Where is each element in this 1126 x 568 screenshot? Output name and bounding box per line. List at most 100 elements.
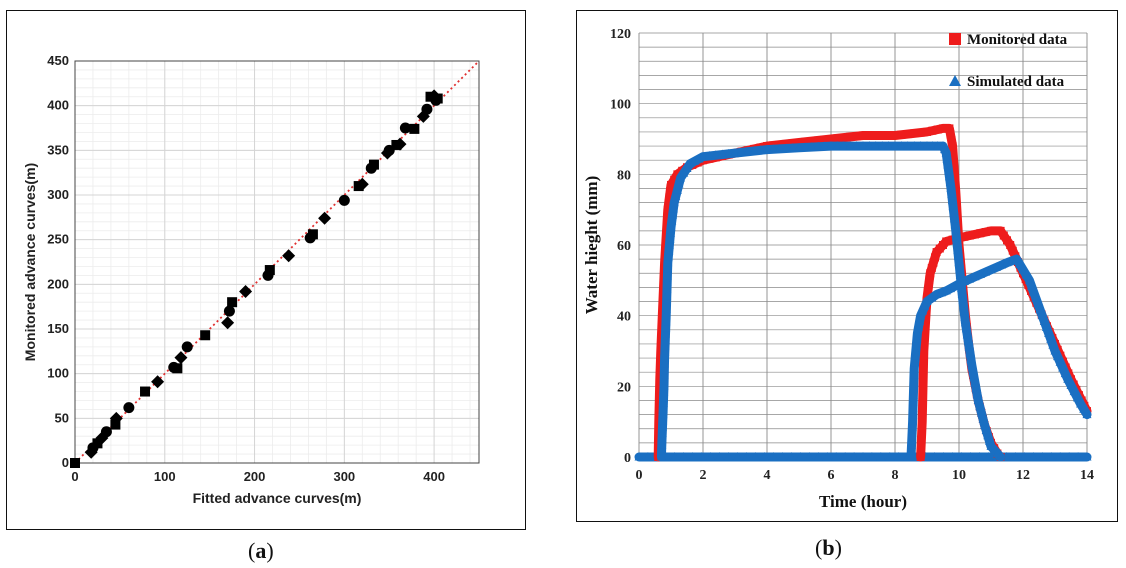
- simulated-marker: [658, 403, 668, 413]
- simulated-marker: [756, 145, 766, 154]
- simulated-marker: [980, 420, 990, 429]
- simulated-marker: [666, 222, 676, 231]
- monitored-marker: [820, 135, 829, 144]
- simulated-marker: [658, 398, 668, 407]
- simulated-marker: [679, 168, 689, 177]
- baseline-zero-marker: [688, 452, 698, 461]
- monitored-marker: [965, 231, 974, 240]
- y-tick-label: 60: [617, 239, 631, 254]
- baseline-zero-marker: [966, 452, 976, 461]
- simulated-marker: [768, 144, 778, 153]
- data-point: [181, 341, 193, 353]
- simulated-marker: [877, 141, 887, 150]
- simulated-marker: [942, 154, 952, 163]
- data-point: [227, 297, 238, 308]
- monitored-marker: [991, 226, 1000, 235]
- simulated-marker: [664, 240, 674, 249]
- simulated-marker: [909, 363, 919, 373]
- simulated-marker: [661, 316, 671, 326]
- simulated-marker: [657, 440, 667, 449]
- baseline-zero-marker: [974, 452, 984, 461]
- baseline-zero-marker: [742, 452, 752, 461]
- simulated-marker: [959, 306, 969, 315]
- monitored-marker: [927, 263, 936, 272]
- simulated-marker: [965, 348, 975, 357]
- simulated-marker: [972, 389, 982, 399]
- simulated-marker: [954, 278, 964, 288]
- baseline-zero-marker: [876, 452, 886, 461]
- simulated-marker: [657, 446, 667, 455]
- simulated-marker: [660, 347, 670, 356]
- y-tick-label: 250: [47, 232, 69, 247]
- simulated-marker: [1021, 270, 1031, 279]
- simulated-marker: [909, 376, 919, 386]
- simulated-marker: [978, 414, 988, 423]
- simulated-marker: [743, 146, 753, 156]
- data-point: [355, 177, 369, 191]
- simulated-marker: [661, 328, 671, 338]
- data-point: [239, 284, 253, 298]
- simulated-marker: [775, 143, 785, 153]
- monitored-marker: [663, 212, 672, 221]
- monitored-marker: [933, 125, 942, 134]
- caption-a-letter: a: [255, 538, 267, 563]
- monitored-marker: [871, 131, 880, 140]
- baseline-zero-marker: [885, 452, 895, 461]
- simulated-marker: [962, 329, 972, 339]
- x-tick-label: 2: [700, 468, 707, 483]
- simulated-marker: [694, 154, 704, 163]
- monitored-marker: [920, 340, 929, 349]
- x-tick-label: 6: [828, 468, 835, 483]
- simulated-marker: [949, 213, 959, 223]
- baseline-zero-marker: [1082, 452, 1092, 461]
- simulated-marker: [845, 141, 855, 150]
- data-point: [393, 137, 407, 151]
- monitored-marker: [919, 366, 928, 375]
- chart-b-svg: 0 2 4 6 8 10 12 14 0 20 40 60 80 100 120 Monitored data…: [582, 27, 1094, 511]
- simulated-marker: [662, 297, 672, 306]
- simulated-marker: [949, 207, 959, 217]
- monitored-marker: [931, 253, 939, 262]
- simulated-marker: [953, 244, 963, 254]
- y-tick-label: 300: [47, 187, 69, 202]
- baseline-zero-marker: [1037, 452, 1047, 461]
- monitored-marker: [942, 237, 951, 246]
- simulated-marker: [660, 353, 670, 362]
- monitored-marker: [949, 148, 958, 157]
- monitored-marker: [918, 417, 927, 426]
- monitored-marker: [996, 226, 1005, 235]
- y-axis-label: Monitored advance curves(m): [22, 163, 38, 361]
- simulated-marker: [920, 301, 930, 310]
- simulated-marker: [656, 452, 666, 461]
- x-tick-label: 0: [71, 469, 78, 484]
- x-tick-label: 300: [333, 469, 355, 484]
- baseline-zero-marker: [813, 452, 823, 461]
- monitored-marker: [923, 287, 932, 296]
- baseline-zero-marker: [894, 452, 904, 461]
- simulated-marker: [909, 141, 919, 150]
- monitored-marker: [833, 134, 842, 143]
- monitored-marker: [827, 135, 835, 143]
- monitored-marker: [664, 199, 673, 208]
- simulated-marker: [951, 232, 961, 241]
- simulated-marker: [858, 141, 868, 150]
- data-point: [110, 419, 121, 430]
- simulated-marker: [662, 277, 672, 287]
- simulated-marker: [967, 360, 977, 369]
- chart-a-frame: 0 100 200 300 400 0 50 100 150 200 250 300 350 400 450…: [6, 10, 526, 530]
- monitored-marker: [859, 131, 867, 140]
- simulated-marker: [916, 310, 926, 320]
- simulated-marker: [968, 366, 978, 375]
- simulated-marker: [908, 410, 918, 419]
- monitored-marker: [939, 124, 947, 133]
- simulated-marker: [997, 260, 1007, 269]
- monitored-marker: [918, 391, 927, 400]
- x-tick-label: 14: [1080, 468, 1094, 483]
- baseline-zero-marker: [768, 452, 778, 461]
- y-tick-label: 400: [47, 98, 69, 113]
- simulated-marker: [813, 141, 823, 151]
- data-point: [92, 438, 103, 449]
- data-point: [109, 411, 123, 425]
- x-tick-label: 4: [764, 468, 771, 483]
- simulated-marker: [911, 340, 921, 349]
